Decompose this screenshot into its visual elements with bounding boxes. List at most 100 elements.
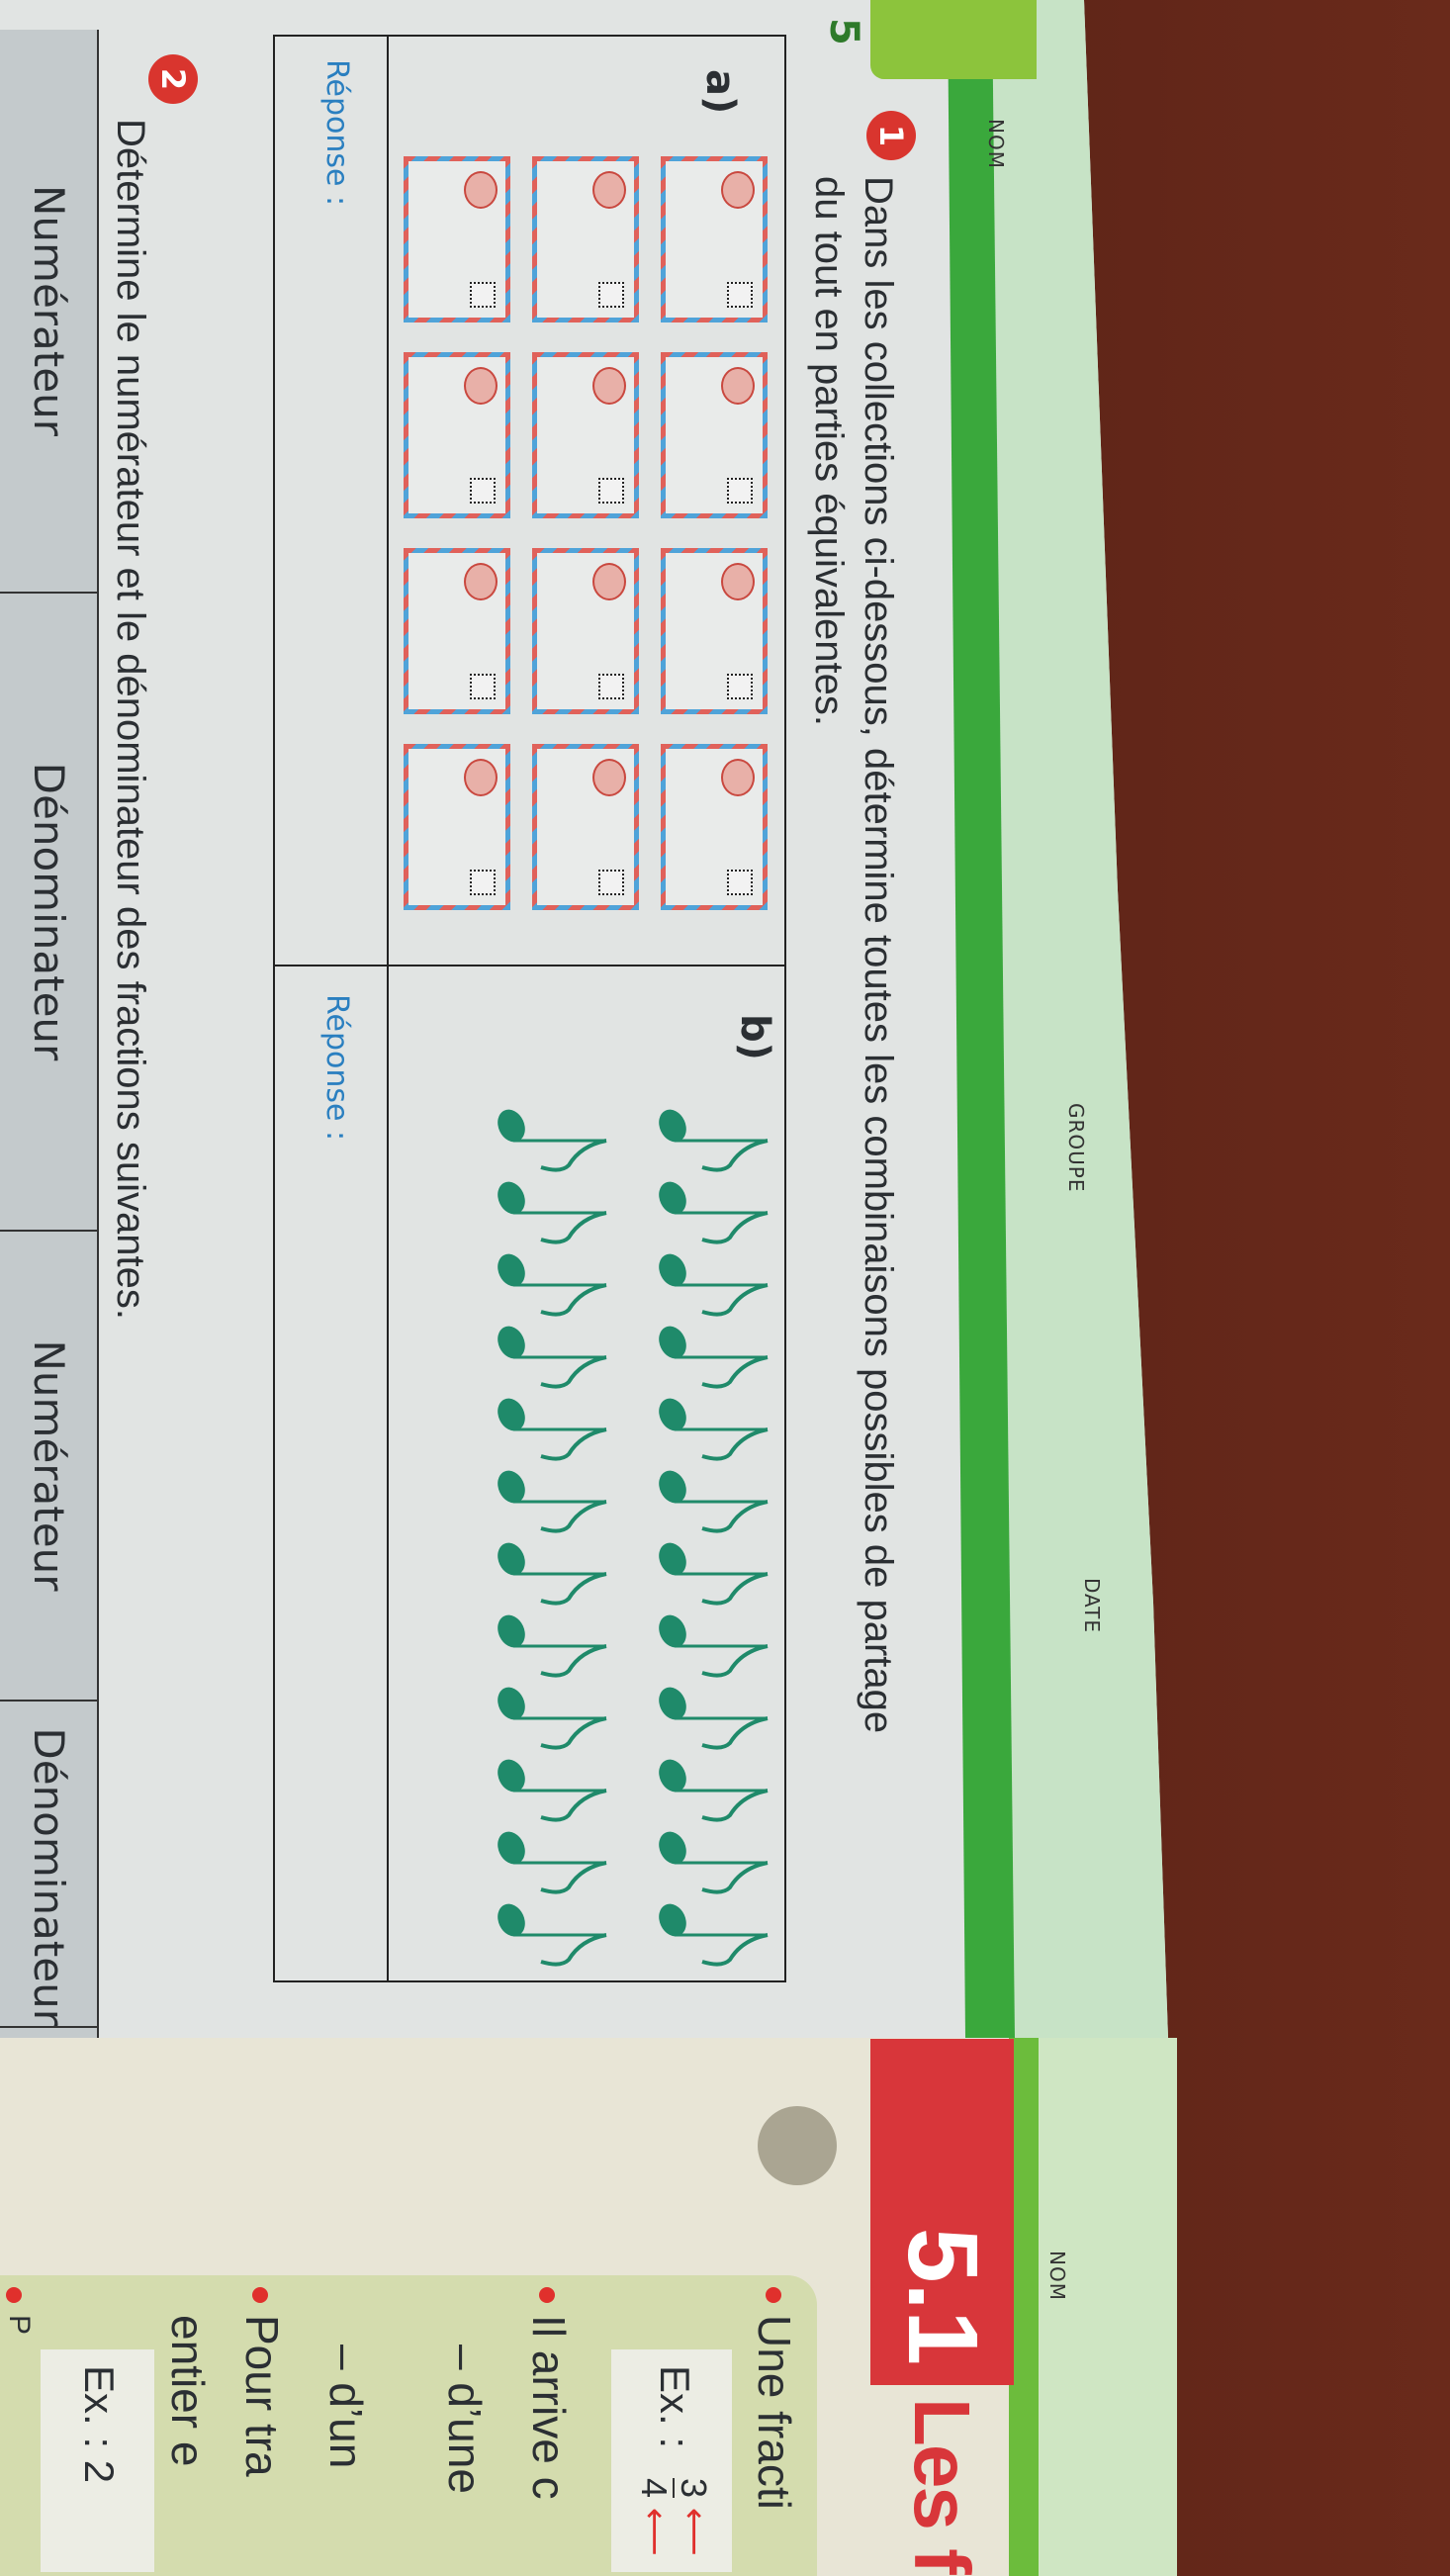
eighth-note-icon [659, 1326, 769, 1389]
example-box: Ex. : 2 [41, 2349, 154, 2572]
theory-line: Pour tra [236, 2315, 288, 2477]
postmark-icon [721, 367, 755, 405]
eighth-note-icon [498, 1109, 607, 1172]
eighth-note-icon [659, 1831, 769, 1894]
envelope [661, 156, 768, 322]
theory-line: Il arrive c [523, 2315, 575, 2500]
envelope-body [408, 553, 505, 709]
envelope [532, 744, 639, 910]
envelope [532, 548, 639, 714]
postage-stamp-icon [598, 478, 624, 504]
fraction-denominator: 4 [634, 2478, 675, 2499]
postmark-icon [592, 759, 626, 796]
postage-stamp-icon [470, 674, 496, 699]
envelope [404, 548, 510, 714]
theory-line: – d’un [320, 2345, 372, 2469]
answer-divider [387, 35, 389, 1980]
part-a-label: a) [697, 69, 743, 115]
envelope-body [408, 749, 505, 905]
envelope-body [666, 553, 763, 709]
envelope-body [537, 553, 634, 709]
postmark-icon [592, 367, 626, 405]
eighth-note-icon [659, 1470, 769, 1533]
example-box: Ex. : 3 4 ⟵ ⟵ [611, 2349, 732, 2572]
postage-stamp-icon [727, 478, 753, 504]
part-divider [275, 965, 786, 966]
eighth-note-icon [498, 1470, 607, 1533]
eighth-note-icon [659, 1542, 769, 1606]
eighth-note-icon [498, 1181, 607, 1244]
eighth-note-icon [498, 1326, 607, 1389]
postage-stamp-icon [470, 870, 496, 895]
section-number: 5.1 [870, 2039, 1014, 2385]
table-header-numerator: Numérateur [0, 30, 97, 594]
exercise1-instruction-line2: du tout en parties équivalentes. [807, 176, 851, 726]
group-label: GROUPE [1064, 1103, 1088, 1193]
right-header-strip [1029, 2038, 1177, 2576]
postage-stamp-icon [598, 870, 624, 895]
envelope-body [666, 749, 763, 905]
part-b-label: b) [732, 1014, 777, 1060]
chapter-tab-number: 5 [821, 18, 866, 46]
eighth-note-icon [659, 1903, 769, 1967]
chapter-tab [870, 0, 1037, 79]
name-label: NOM [984, 119, 1008, 169]
eighth-note-icon [498, 1831, 607, 1894]
envelope-body [537, 357, 634, 513]
envelope [404, 352, 510, 518]
envelope [661, 744, 768, 910]
postage-stamp-icon [727, 674, 753, 699]
bullet-icon [6, 2287, 22, 2303]
postage-stamp-icon [727, 870, 753, 895]
part-a-answer-field[interactable] [288, 237, 372, 950]
envelope-body [408, 161, 505, 318]
theory-line: – d’une [439, 2345, 491, 2494]
arrow-left-icon: ⟵ [635, 2508, 675, 2556]
postage-stamp-icon [470, 478, 496, 504]
exercise1-instruction-line1: Dans les collections ci-dessous, détermi… [857, 176, 900, 1734]
envelope-body [666, 357, 763, 513]
right-name-label: NOM [1045, 2251, 1069, 2301]
bullet-icon [539, 2287, 555, 2303]
fractions-table-header: Numérateur Dénominateur Numérateur Dénom… [0, 30, 99, 2038]
eighth-note-icon [498, 1542, 607, 1606]
exercise1-number-badge: 1 [866, 111, 916, 160]
envelope [661, 548, 768, 714]
envelope [532, 156, 639, 322]
postage-stamp-icon [727, 282, 753, 308]
table-header-denominator: Dénominateur [0, 594, 97, 1232]
theory-line: P [3, 2315, 36, 2336]
part-b-answer-field[interactable] [288, 1172, 372, 1964]
fraction-numerator: 3 [673, 2478, 714, 2499]
postage-stamp-icon [470, 282, 496, 308]
left-header-strip [985, 0, 1450, 2038]
postmark-icon [721, 171, 755, 209]
eighth-note-icon [659, 1759, 769, 1822]
postage-stamp-icon [598, 282, 624, 308]
envelope [404, 156, 510, 322]
envelope-body [666, 161, 763, 318]
example-label: Ex. : 2 [76, 2365, 123, 2484]
table-header-numerator: Numérateur [0, 1232, 97, 1702]
example-label: Ex. : [652, 2365, 698, 2449]
eighth-note-icon [659, 1181, 769, 1244]
section-title: Les f [898, 2398, 986, 2573]
envelope-body [408, 357, 505, 513]
table-header-denominator: Dénominateur [0, 1702, 97, 2028]
envelope-body [537, 749, 634, 905]
exercise2-number-badge: 2 [148, 54, 198, 104]
envelope [532, 352, 639, 518]
eighth-note-icon [498, 1614, 607, 1678]
eighth-note-icon [659, 1109, 769, 1172]
postmark-icon [464, 759, 498, 796]
postmark-icon [592, 563, 626, 600]
date-label: DATE [1080, 1578, 1104, 1634]
arrow-left-icon: ⟵ [675, 2508, 714, 2556]
postmark-icon [464, 171, 498, 209]
theory-line: entier e [162, 2315, 214, 2467]
example-fraction: 3 4 [634, 2478, 714, 2499]
postage-stamp-icon [598, 674, 624, 699]
eighth-note-icon [498, 1903, 607, 1967]
eighth-note-icon [498, 1759, 607, 1822]
